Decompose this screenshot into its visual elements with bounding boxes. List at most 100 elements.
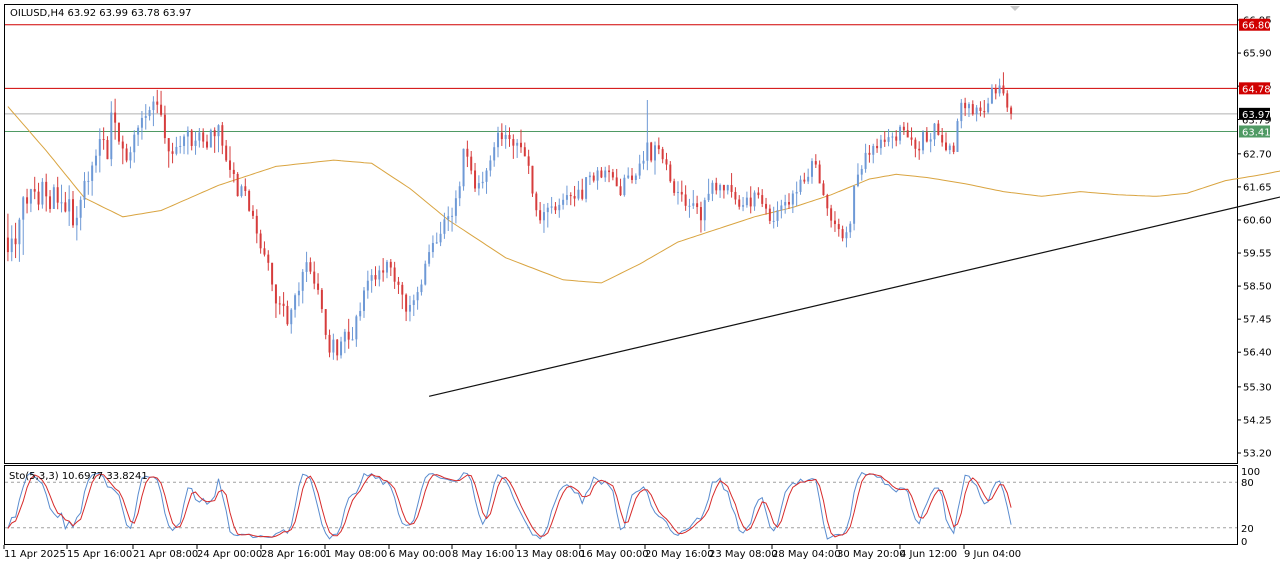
- candle-body: [447, 216, 450, 220]
- candle: [206, 134, 209, 150]
- candle: [669, 161, 672, 183]
- candle: [960, 99, 963, 129]
- candle: [408, 295, 411, 322]
- candle-body: [183, 136, 186, 146]
- candle-body: [585, 177, 588, 199]
- price-tick-label: 60.60: [1243, 215, 1272, 226]
- candle: [761, 189, 764, 208]
- candle: [837, 218, 840, 237]
- price-axis: 66.9565.9064.8563.7962.7061.6560.6059.55…: [1237, 16, 1272, 460]
- candle-body: [49, 196, 52, 209]
- candle: [171, 142, 174, 164]
- candle-body: [259, 233, 262, 249]
- candle-body: [876, 145, 879, 149]
- current-price-label: 63.97: [1239, 107, 1271, 121]
- candle-body: [451, 215, 454, 217]
- candle-body: [692, 203, 695, 206]
- candle-body: [489, 160, 492, 171]
- candle-body: [186, 130, 189, 137]
- candle-body: [228, 160, 231, 170]
- candle: [944, 132, 947, 152]
- candle: [646, 99, 649, 171]
- candle-body: [290, 309, 293, 325]
- candle-body: [91, 165, 94, 181]
- candle-body: [956, 121, 959, 152]
- candle: [313, 261, 316, 290]
- candle-body: [615, 177, 618, 187]
- candle: [102, 127, 105, 150]
- candle: [508, 127, 511, 147]
- candle-body: [366, 280, 369, 291]
- candle: [588, 171, 591, 186]
- candle: [309, 257, 312, 275]
- candle: [895, 130, 898, 147]
- candle: [826, 193, 829, 216]
- candle: [788, 193, 791, 209]
- candle: [79, 196, 82, 231]
- candle: [240, 184, 243, 198]
- candle-body: [826, 195, 829, 209]
- candle: [186, 126, 189, 155]
- ascending-trendline[interactable]: [428, 150, 1280, 397]
- candle-body: [175, 146, 178, 154]
- candle-body: [343, 331, 346, 342]
- candle-body: [98, 139, 101, 156]
- candle: [799, 175, 802, 195]
- candle-body: [33, 189, 36, 192]
- candle: [370, 269, 373, 293]
- candle: [680, 180, 683, 202]
- candle: [41, 178, 44, 209]
- candle: [179, 135, 182, 154]
- candle-body: [470, 156, 473, 171]
- candle: [615, 168, 618, 187]
- candle-body: [661, 149, 664, 160]
- candle: [994, 84, 997, 100]
- candle: [336, 339, 339, 361]
- candle: [1002, 72, 1005, 96]
- candle: [611, 168, 614, 181]
- candle: [604, 166, 607, 182]
- candle-body: [653, 145, 656, 161]
- price-tick-label: 58.50: [1243, 282, 1272, 293]
- candle: [853, 185, 856, 231]
- candle: [114, 98, 117, 140]
- stochastic-pane-frame: [4, 465, 1238, 545]
- candle-body: [29, 189, 32, 204]
- time-tick-label: 28 May 04:00: [772, 549, 841, 560]
- candle-body: [929, 139, 932, 142]
- candle-body: [408, 304, 411, 312]
- shift-marker-icon[interactable]: [1010, 6, 1020, 11]
- candle: [519, 129, 522, 153]
- candle: [290, 308, 293, 334]
- price-tick-label: 65.90: [1243, 49, 1272, 60]
- candle-body: [684, 194, 687, 206]
- candle-body: [305, 262, 308, 272]
- candle-body: [363, 290, 366, 311]
- candle: [217, 124, 220, 153]
- candle-body: [998, 85, 1001, 94]
- candle-body: [240, 186, 243, 197]
- candle-body: [75, 217, 78, 226]
- candle: [776, 201, 779, 227]
- time-tick-label: 6 May 00:00: [389, 549, 451, 560]
- candle: [734, 187, 737, 205]
- candle: [577, 180, 580, 201]
- stochastic-signal-line: [7, 473, 1012, 538]
- candle: [385, 259, 388, 279]
- candle: [278, 296, 281, 315]
- candle: [619, 178, 622, 197]
- candle-body: [477, 183, 480, 189]
- candle-body: [248, 190, 251, 211]
- candle-body: [125, 148, 128, 161]
- candle: [75, 206, 78, 241]
- candle-body: [236, 173, 239, 197]
- candle: [133, 130, 136, 163]
- candle-body: [401, 284, 404, 295]
- stochastic-main-line: [7, 471, 1012, 540]
- candle-body: [389, 261, 392, 268]
- candle-body: [374, 275, 377, 280]
- candle: [956, 118, 959, 152]
- candle: [156, 89, 159, 114]
